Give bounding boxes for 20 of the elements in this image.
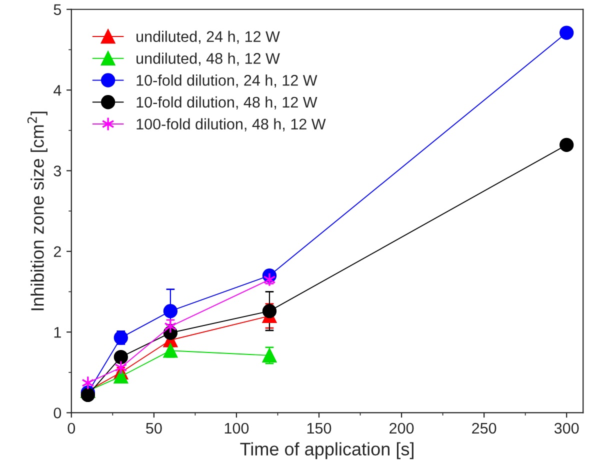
x-tick-label: 100 [224, 422, 249, 434]
legend-label: 100-fold dilution, 48 h, 12 W [136, 118, 326, 132]
y-tick-label: 0 [54, 408, 62, 418]
x-tick-label: 250 [472, 422, 496, 434]
legend-label: undiluted, 24 h, 12 W [136, 30, 280, 44]
y-tick-label: 5 [54, 4, 62, 16]
x-tick-label: 200 [390, 422, 414, 434]
x-tick-label: 50 [146, 422, 162, 434]
legend-label: 10-fold dilution, 48 h, 12 W [136, 96, 318, 110]
x-tick-label: 300 [554, 422, 579, 434]
y-axis-title: Inhibition zone size [cm$^{2}$] [27, 112, 48, 310]
y-tick-label: 4 [54, 85, 62, 96]
y-tick-label: 2 [54, 246, 61, 257]
y-tick-label: 1 [54, 327, 61, 338]
x-tick-label: 0 [68, 422, 76, 434]
x-axis-title: Time of application [s] [240, 442, 414, 460]
legend-label: 10-fold dilution, 24 h, 12 W [136, 74, 318, 88]
legend-label: undiluted, 48 h, 12 W [136, 52, 280, 66]
y-tick-label: 3 [54, 166, 62, 176]
x-tick-label: 150 [307, 422, 332, 434]
